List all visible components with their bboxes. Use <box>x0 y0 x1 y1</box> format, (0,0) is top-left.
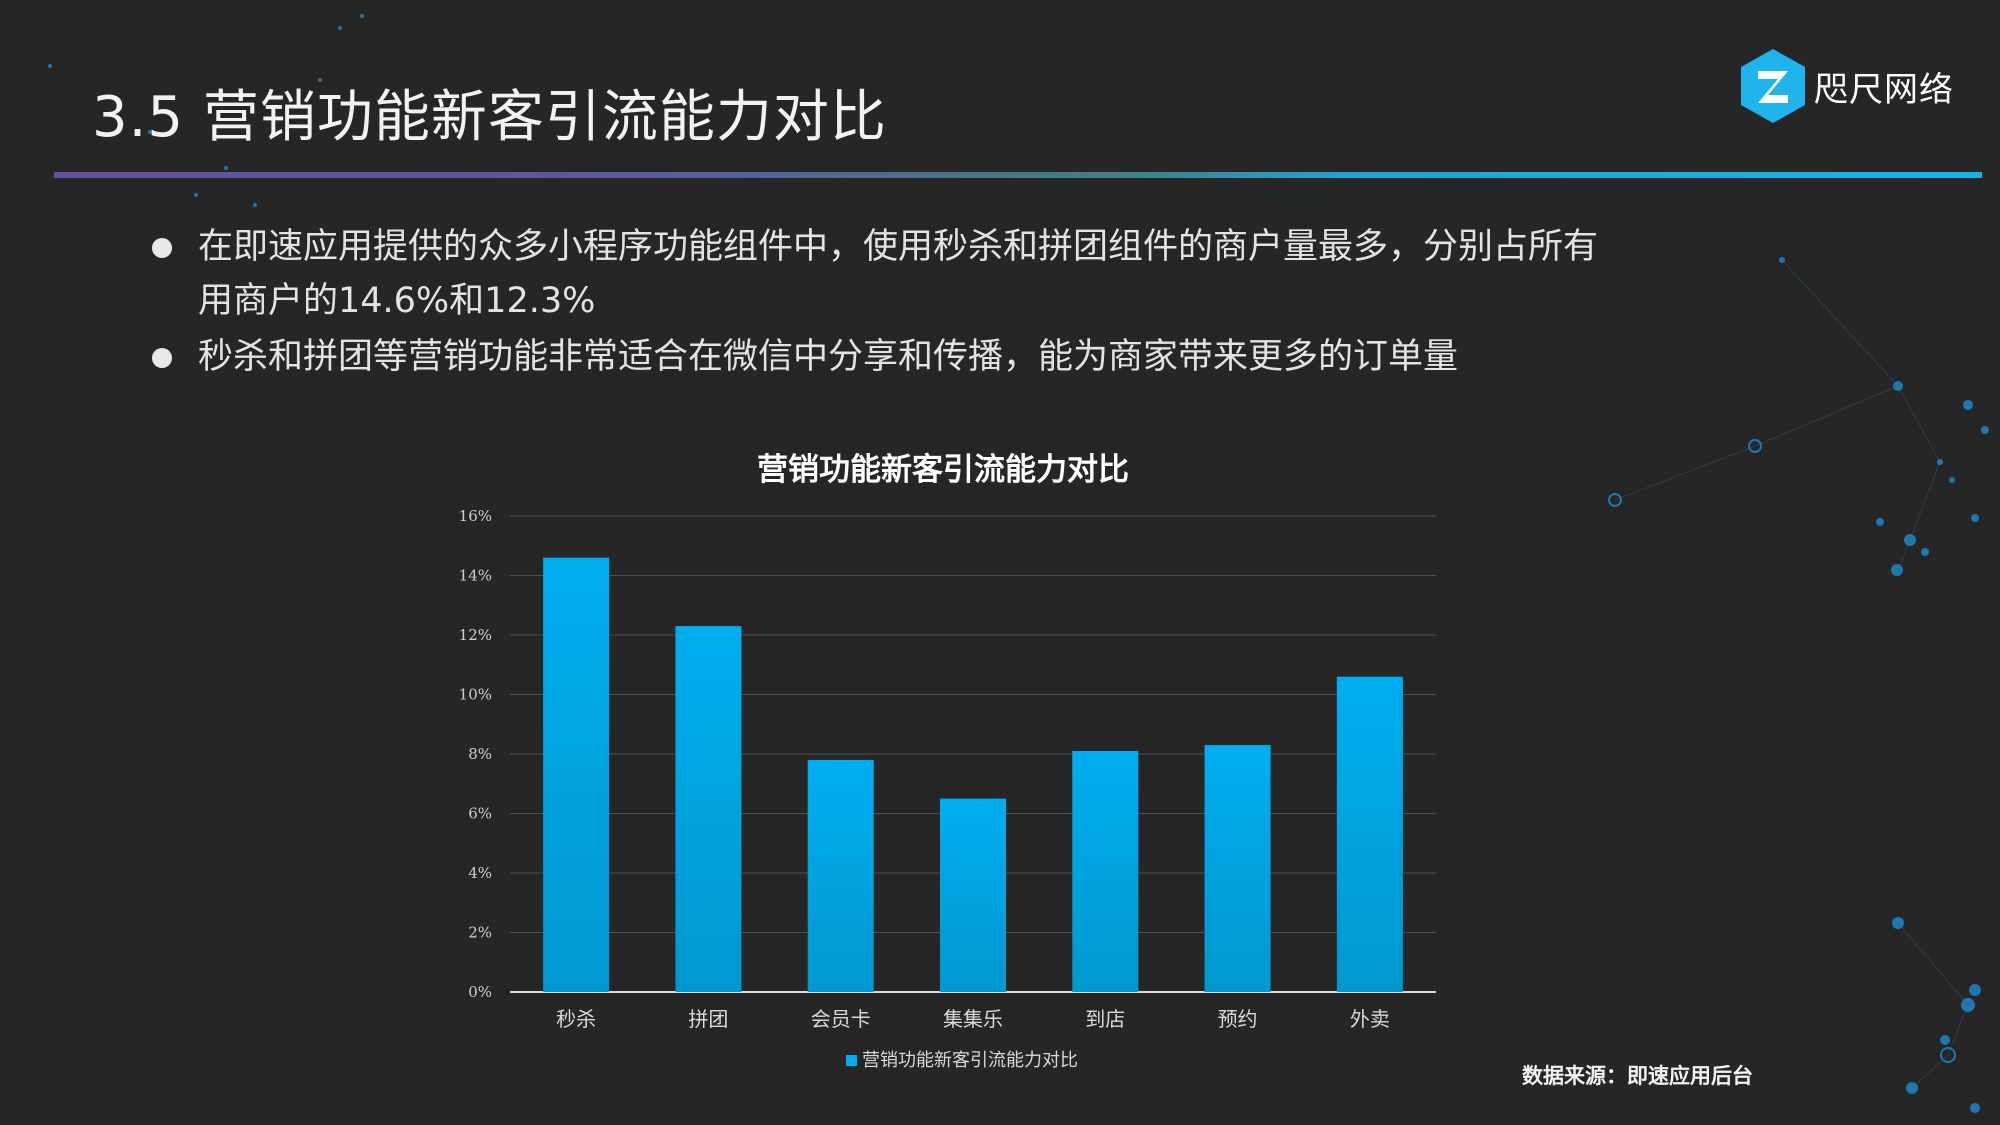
title-divider <box>54 172 1982 178</box>
bullet-dot-icon <box>152 348 172 368</box>
y-tick-label: 16% <box>459 507 492 525</box>
bar <box>807 759 874 992</box>
x-tick-label: 预约 <box>1218 1007 1258 1031</box>
bullet-item: 秒杀和拼团等营销功能非常适合在微信中分享和传播，能为商家带来更多的订单量 <box>150 330 1610 384</box>
x-tick-label: 拼团 <box>688 1007 728 1031</box>
legend-label: 营销功能新客引流能力对比 <box>862 1050 1078 1071</box>
x-tick-label: 到店 <box>1085 1007 1125 1031</box>
bullet-dot-icon <box>152 238 172 258</box>
bar <box>1204 745 1271 992</box>
y-tick-label: 0% <box>468 983 492 1001</box>
x-tick-label: 秒杀 <box>556 1007 596 1031</box>
y-tick-label: 12% <box>459 626 492 644</box>
bullet-text: 秒杀和拼团等营销功能非常适合在微信中分享和传播，能为商家带来更多的订单量 <box>198 337 1459 377</box>
bar <box>940 798 1006 992</box>
bar <box>1072 751 1139 992</box>
y-tick-label: 6% <box>468 805 492 823</box>
chart-legend: 营销功能新客引流能力对比 <box>846 1050 1078 1071</box>
legend-swatch <box>846 1055 857 1066</box>
y-tick-label: 4% <box>468 864 492 882</box>
x-tick-label: 外卖 <box>1350 1007 1390 1031</box>
chart-title: 营销功能新客引流能力对比 <box>757 452 1129 488</box>
y-tick-label: 14% <box>459 567 492 585</box>
x-tick-label: 集集乐 <box>943 1007 1003 1031</box>
y-tick-label: 10% <box>459 686 492 704</box>
y-tick-label: 2% <box>468 924 492 942</box>
hexagon-z-logo-icon <box>1741 49 1805 123</box>
data-source: 数据来源：即速应用后台 <box>1522 1064 1753 1088</box>
y-tick-label: 8% <box>468 745 492 763</box>
bar <box>1336 676 1403 992</box>
bullet-list: 在即速应用提供的众多小程序功能组件中，使用秒杀和拼团组件的商户量最多，分别占所有… <box>150 220 1610 386</box>
slide-title: 3.5 营销功能新客引流能力对比 <box>92 85 887 150</box>
brand-logo: 咫尺网络 <box>1738 46 1954 126</box>
bar <box>543 557 610 992</box>
x-tick-label: 会员卡 <box>811 1007 871 1031</box>
bullet-text: 在即速应用提供的众多小程序功能组件中，使用秒杀和拼团组件的商户量最多，分别占所有… <box>198 227 1599 321</box>
brand-name: 咫尺网络 <box>1814 69 1954 110</box>
bar <box>675 626 742 992</box>
bullet-item: 在即速应用提供的众多小程序功能组件中，使用秒杀和拼团组件的商户量最多，分别占所有… <box>150 220 1610 328</box>
